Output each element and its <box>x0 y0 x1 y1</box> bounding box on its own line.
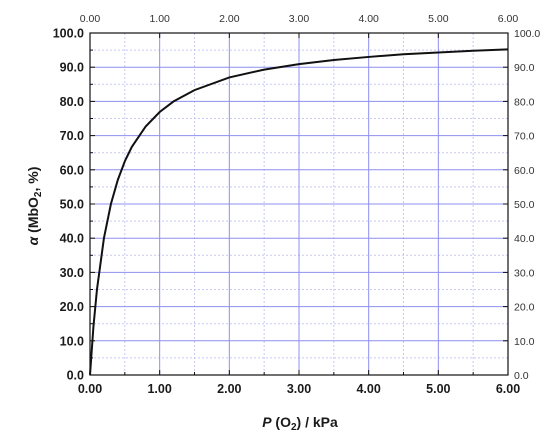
y-tick-label: 90.0 <box>60 61 84 75</box>
x-tick-label: 5.00 <box>426 382 450 396</box>
y-tick-label-right: 80.0 <box>514 96 535 108</box>
y-tick-label: 0.0 <box>67 369 84 383</box>
x-tick-label: 2.00 <box>217 382 241 396</box>
y-tick-label-right: 30.0 <box>514 267 535 279</box>
major-gridlines <box>90 33 508 375</box>
x-tick-labels-bottom: 0.00 1.00 2.00 3.00 4.00 5.00 6.00 <box>78 382 520 396</box>
y-axis-label: α (MbO2, %) <box>25 167 44 246</box>
y-tick-label-right: 10.0 <box>514 336 535 348</box>
y-tick-label: 10.0 <box>60 334 84 348</box>
y-tick-label: 60.0 <box>60 163 84 177</box>
y-tick-label-right: 40.0 <box>514 233 535 245</box>
y-tick-label: 70.0 <box>60 129 84 143</box>
y-tick-label: 40.0 <box>60 232 84 246</box>
y-tick-labels-left: 0.0 10.0 20.0 30.0 40.0 50.0 60.0 70.0 80.0 90.0 1… <box>53 27 84 383</box>
y-tick-label-right: 20.0 <box>514 302 535 314</box>
y-tick-label: 100.0 <box>53 27 84 41</box>
y-tick-label: 30.0 <box>60 266 84 280</box>
y-tick-label-right: 70.0 <box>514 131 535 143</box>
y-tick-label-right: 100.0 <box>514 28 540 40</box>
y-tick-label-right: 0.0 <box>514 370 529 382</box>
x-tick-label: 6.00 <box>496 382 520 396</box>
x-axis-label: P (O2) / kPa <box>262 414 338 432</box>
y-tick-label: 50.0 <box>60 198 84 212</box>
x-tick-label-top: 4.00 <box>358 13 379 25</box>
x-tick-label-top: 6.00 <box>498 13 519 25</box>
y-tick-label-right: 50.0 <box>514 199 535 211</box>
y-tick-label: 80.0 <box>60 95 84 109</box>
x-tick-label: 3.00 <box>287 382 311 396</box>
x-tick-label-top: 2.00 <box>219 13 240 25</box>
plot-frame <box>89 32 509 376</box>
y-tick-label-right: 60.0 <box>514 165 535 177</box>
x-tick-label-top: 1.00 <box>149 13 170 25</box>
x-tick-label-top: 5.00 <box>428 13 449 25</box>
saturation-curve <box>89 48 509 376</box>
y-tick-label-right: 90.0 <box>514 62 535 74</box>
x-tick-label: 0.00 <box>78 382 102 396</box>
x-tick-label: 4.00 <box>356 382 380 396</box>
y-tick-labels-right: 0.0 10.0 20.0 30.0 40.0 50.0 60.0 70.0 80.0 90.0 1… <box>514 28 540 382</box>
y-tick-label: 20.0 <box>60 300 84 314</box>
x-tick-label-top: 3.00 <box>289 13 310 25</box>
x-tick-labels-top: 0.00 1.00 2.00 3.00 4.00 5.00 6.00 <box>80 13 519 25</box>
x-tick-label-top: 0.00 <box>80 13 101 25</box>
x-tick-label: 1.00 <box>147 382 171 396</box>
